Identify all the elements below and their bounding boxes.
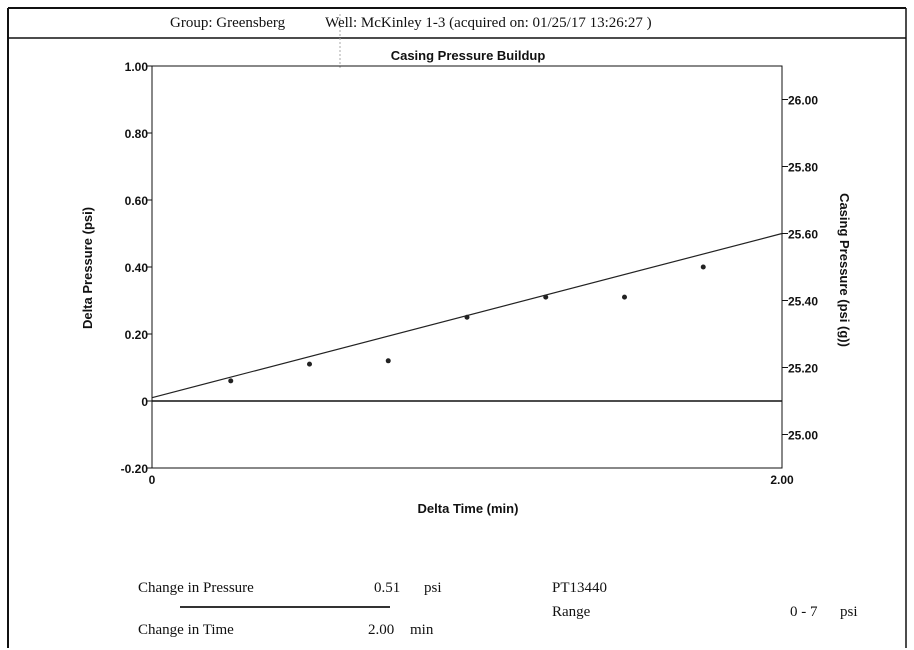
well-label: Well: McKinley 1-3 (acquired on: 01/25/1… (325, 15, 652, 31)
x-axis-ticks: 0 2.00 (149, 473, 794, 487)
y-right-tick-label: 26.00 (788, 94, 818, 108)
change-pressure-value: 0.51 (374, 580, 401, 596)
range-value: 0 - 7 (790, 604, 818, 620)
y-right-tick-label: 25.60 (788, 228, 818, 242)
data-point (543, 294, 549, 300)
data-point (464, 314, 470, 320)
y-right-axis-label: Casing Pressure (psi (g)) (837, 193, 852, 347)
report-footer: Change in Pressure 0.51 psi Change in Ti… (0, 570, 914, 650)
plot-area (151, 65, 783, 469)
legend-swatch-line (180, 606, 390, 608)
group-label: Group: Greensberg (170, 15, 286, 31)
y-right-tick-label: 25.80 (788, 161, 818, 175)
y-tick-label: 1.00 (125, 60, 149, 74)
range-label: Range (552, 604, 591, 620)
y-axis-ticks: -0.20 0 0.20 0.40 0.60 0.80 1.00 (121, 60, 152, 476)
change-time-value: 2.00 (368, 622, 395, 638)
y-tick-label: -0.20 (121, 462, 149, 476)
y-tick-label: 0.80 (125, 127, 149, 141)
report-header: Group: Greensberg Well: McKinley 1-3 (ac… (40, 10, 900, 38)
x-axis-label: Delta Time (min) (418, 501, 519, 516)
chart-title: Casing Pressure Buildup (391, 48, 546, 63)
y-axis-label: Delta Pressure (psi) (80, 207, 95, 329)
x-tick-label: 2.00 (770, 473, 794, 487)
x-tick-label: 0 (149, 473, 156, 487)
sensor-id: PT13440 (552, 580, 608, 596)
range-unit: psi (840, 604, 858, 620)
y-tick-label: 0 (141, 395, 148, 409)
y-tick-label: 0.20 (125, 328, 149, 342)
y-right-tick-label: 25.20 (788, 362, 818, 376)
y-tick-label: 0.40 (125, 261, 149, 275)
data-points (228, 264, 706, 384)
change-pressure-label: Change in Pressure (138, 580, 254, 596)
data-point (385, 358, 391, 364)
data-point (622, 294, 627, 300)
chart: Casing Pressure Buildup -0.2000.200.400.… (80, 48, 852, 516)
data-point (228, 378, 234, 384)
y-tick-label: 0.60 (125, 194, 149, 208)
change-pressure-unit: psi (424, 580, 442, 596)
change-time-unit: min (410, 622, 434, 638)
data-point (307, 361, 312, 367)
y-right-tick-label: 25.40 (788, 295, 818, 309)
y-right-tick-label: 25.00 (788, 429, 818, 443)
change-time-label: Change in Time (138, 622, 234, 638)
data-point (700, 264, 706, 270)
y-right-axis-ticks: 25.00 25.20 25.40 25.60 25.80 26.00 (782, 94, 818, 443)
